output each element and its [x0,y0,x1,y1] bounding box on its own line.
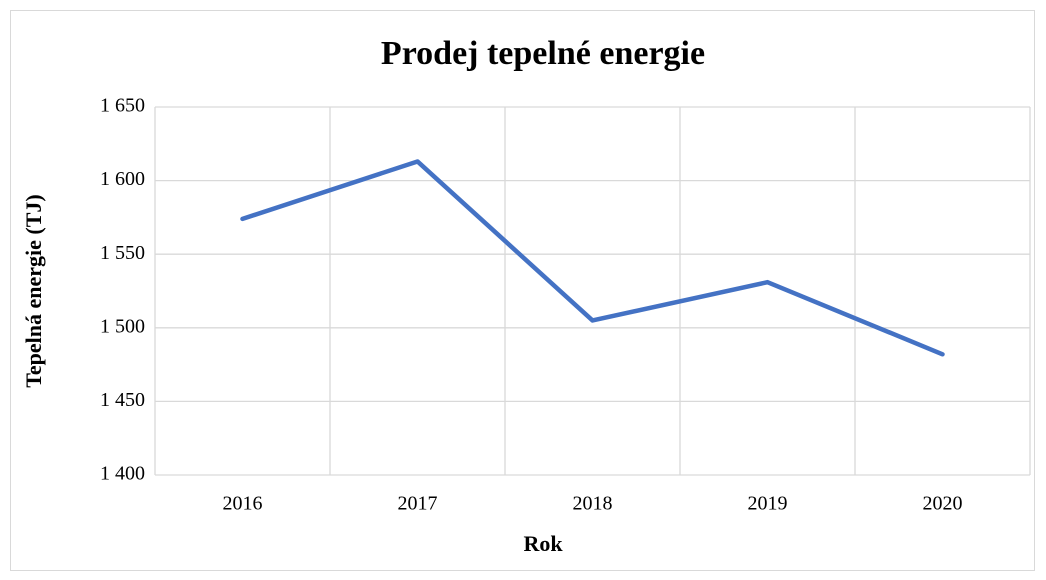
y-tick-label: 1 450 [100,389,145,411]
x-tick-label: 2019 [748,493,788,515]
chart-border [10,10,1035,571]
y-tick-label: 1 600 [100,168,145,190]
y-tick-label: 1 550 [100,242,145,264]
x-axis-label: Rok [523,531,563,556]
y-tick-label: 1 500 [100,315,145,337]
x-tick-label: 2020 [923,493,963,515]
y-axis-label: Tepelná energie (TJ) [21,194,46,388]
x-tick-label: 2018 [573,493,613,515]
y-tick-label: 1 650 [100,95,145,117]
line-series [240,159,945,357]
x-tick-label: 2017 [398,493,438,515]
x-tick-label: 2016 [223,493,263,515]
y-tick-label: 1 400 [100,463,145,485]
chart-title: Prodej tepelné energie [381,35,705,72]
